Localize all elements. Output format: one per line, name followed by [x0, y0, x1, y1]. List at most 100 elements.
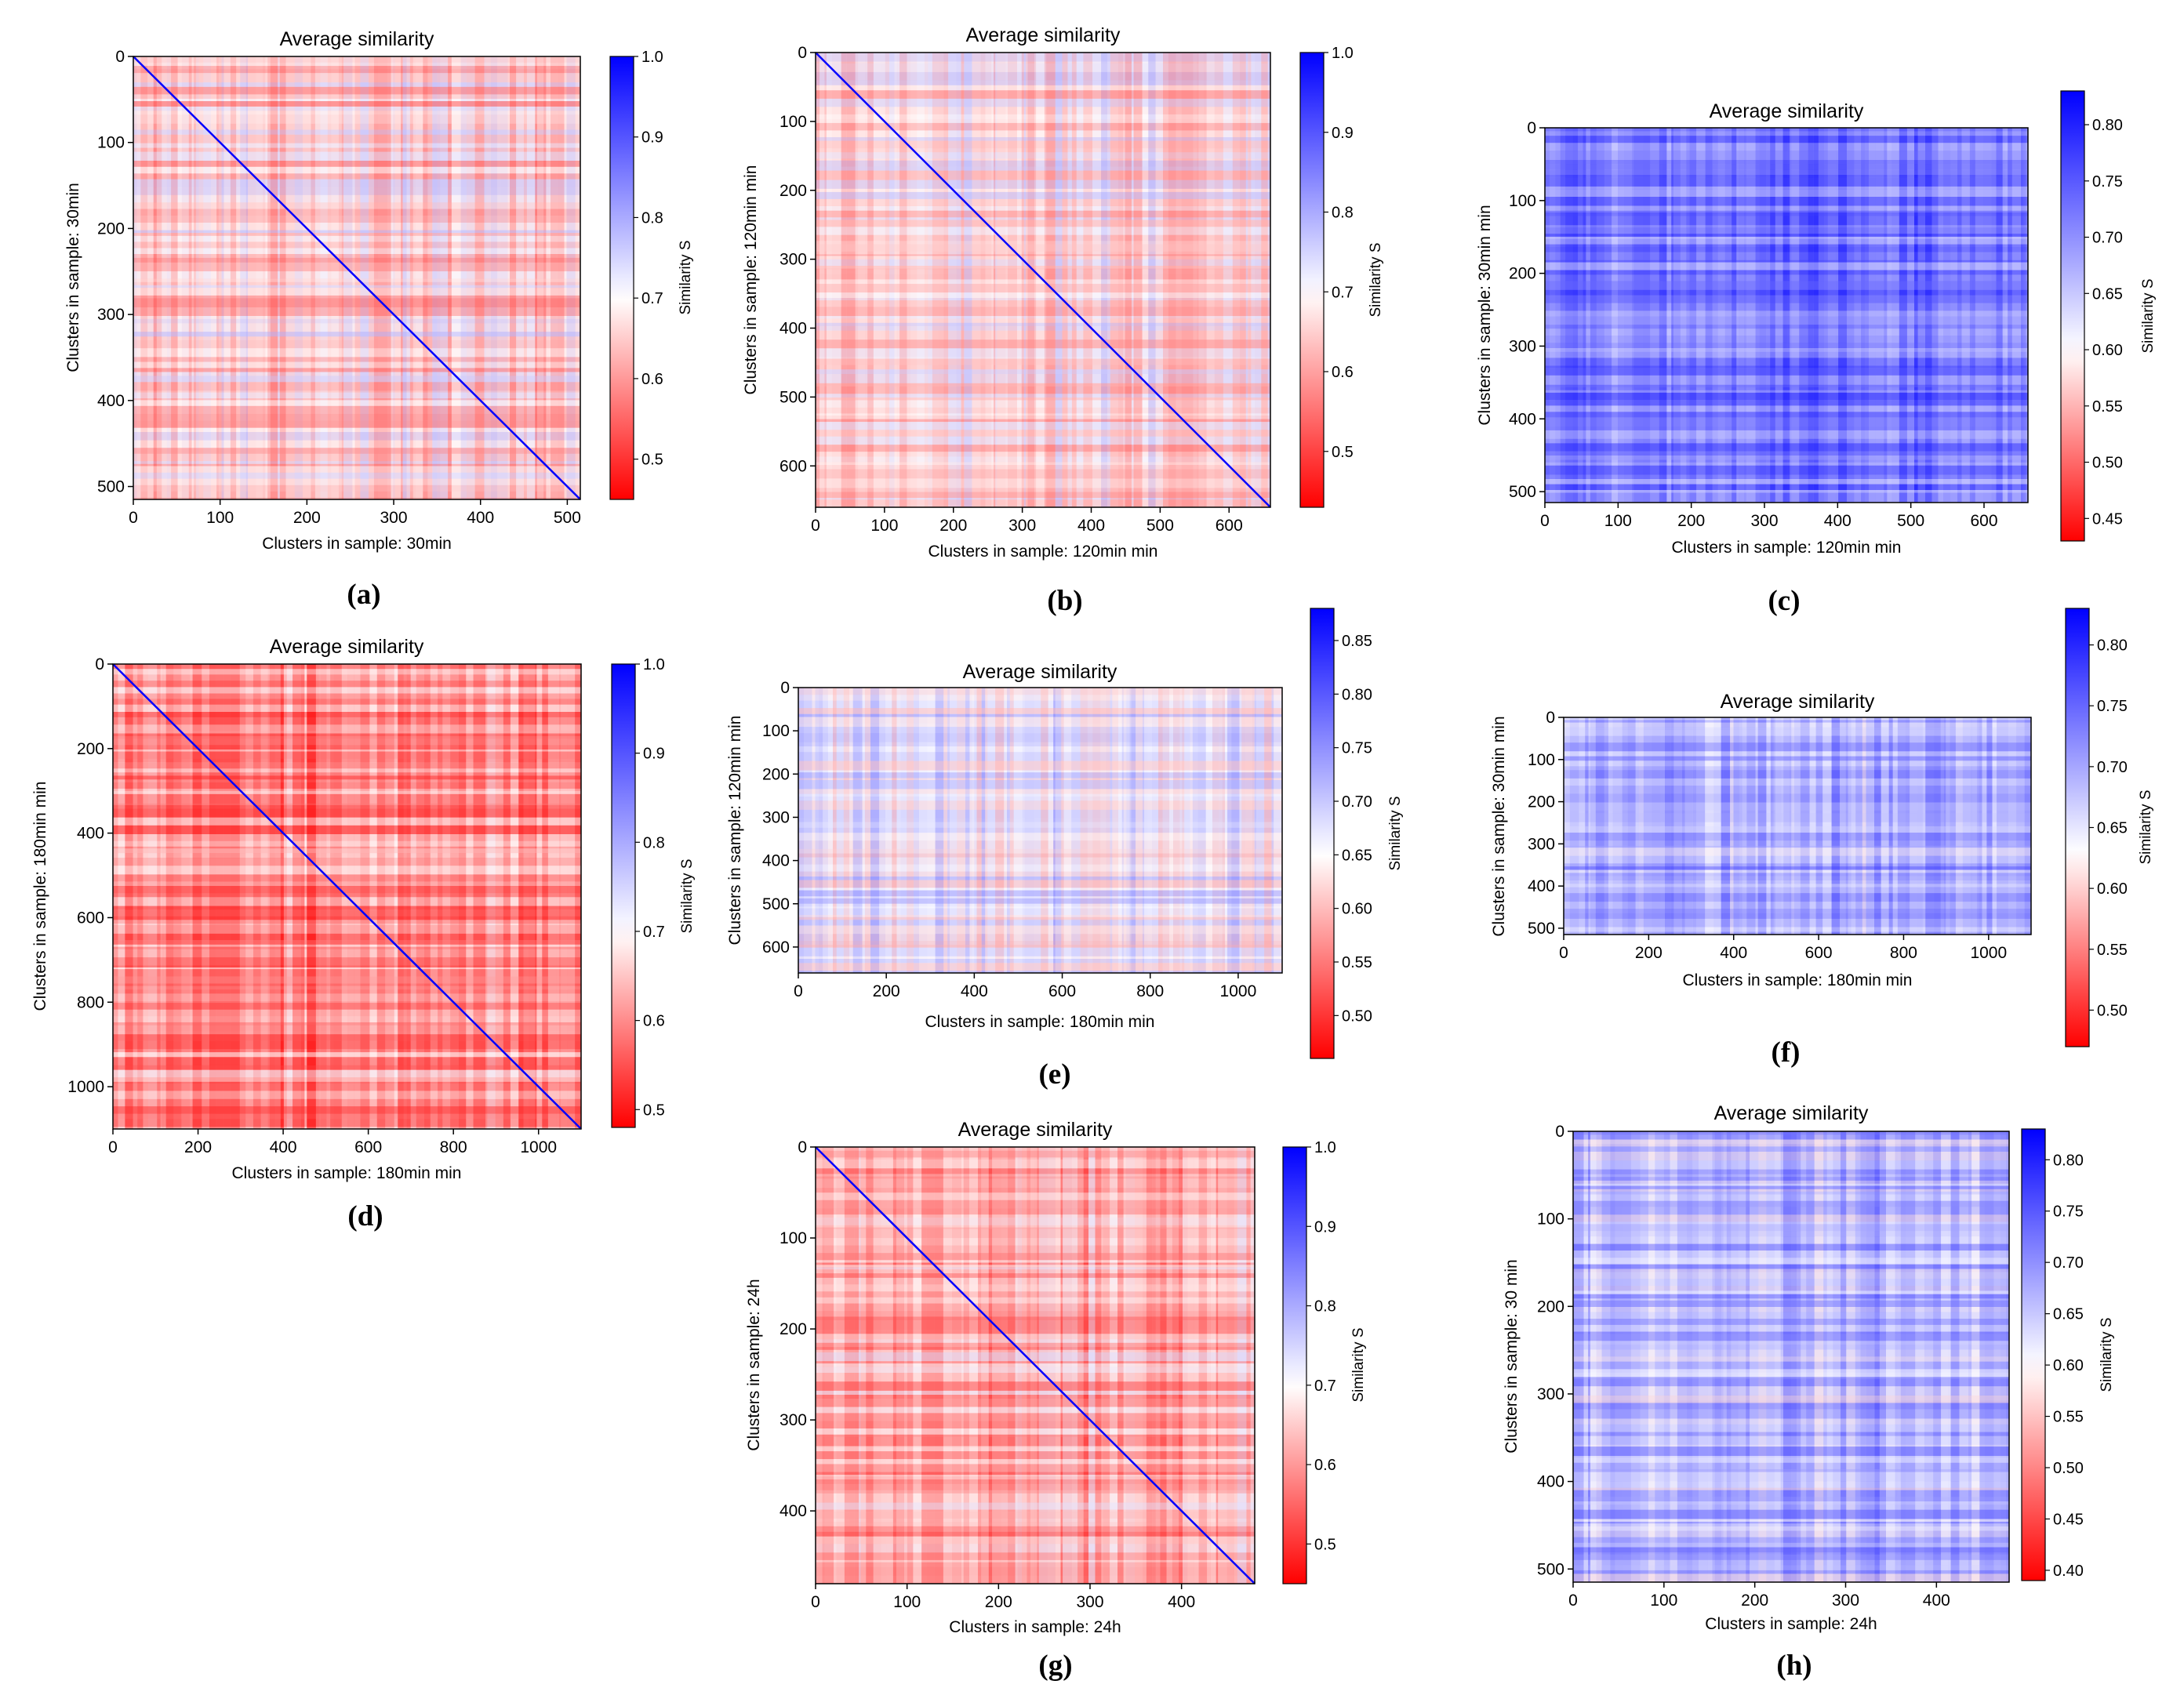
y-tick-label: 100 [1537, 1211, 1564, 1229]
heatmap-column-band [256, 56, 263, 499]
heatmap-column-band [1117, 53, 1124, 507]
heatmap-row-band [1573, 1519, 2009, 1522]
colorbar-tick-label: 0.70 [1342, 793, 1372, 811]
heatmap-row-band [1573, 1400, 2009, 1403]
x-tick-label: 500 [1897, 512, 1924, 530]
heatmap-row-band [798, 760, 1282, 771]
heatmap-column-band [548, 56, 551, 499]
heatmap-column-band [490, 56, 498, 499]
heatmap-column-band [1136, 688, 1143, 973]
heatmap-row-band [816, 430, 1270, 437]
heatmap-row-band [1573, 1559, 2009, 1566]
heatmap-column-band [1087, 688, 1093, 973]
heatmap-row-band [816, 422, 1270, 430]
heatmap-column-band [1917, 128, 1925, 503]
heatmap-cells [113, 664, 581, 1129]
y-tick-label: 0 [798, 44, 807, 62]
heatmap-row-band [1573, 1214, 2009, 1222]
heatmap-row-band [798, 800, 1282, 810]
heatmap-row-band [1545, 351, 2028, 358]
heatmap-row-band [816, 1297, 1255, 1304]
heatmap-row-band [113, 1040, 581, 1050]
heatmap-row-band [133, 257, 580, 263]
heatmap-column-band [188, 56, 192, 499]
heatmap-column-band [166, 56, 169, 499]
heatmap-column-band [485, 664, 488, 1129]
heatmap-row-band [133, 147, 580, 152]
heatmap-column-band [1862, 717, 1866, 935]
heatmap-column-band [424, 664, 431, 1129]
heatmap-row-band [133, 376, 580, 383]
heatmap-row-band [1573, 1286, 2009, 1291]
heatmap-row-band [1545, 295, 2028, 303]
colorbar-label: Similarity S [678, 240, 694, 314]
y-tick-label: 0 [1527, 119, 1536, 137]
heatmap-row-band [133, 348, 580, 358]
heatmap-column-band [294, 56, 303, 499]
heatmap-column-band [879, 688, 885, 973]
heatmap-row-band [816, 1200, 1255, 1209]
heatmap-row-band [816, 1267, 1255, 1270]
heatmap-row-band [816, 356, 1270, 359]
heatmap-row-band [133, 281, 580, 285]
heatmap-row-band [1573, 1472, 2009, 1482]
colorbar-tick-label: 0.5 [643, 1102, 665, 1119]
heatmap-row-band [133, 254, 580, 258]
heatmap-column-band [1142, 53, 1149, 507]
heatmap-row-band [816, 1265, 1255, 1268]
heatmap-column-band [1106, 688, 1110, 973]
heatmap-column-band [528, 664, 536, 1129]
heatmap-row-band [816, 1269, 1255, 1274]
heatmap-row-band [816, 148, 1270, 153]
heatmap-row-band [113, 944, 581, 947]
heatmap-row-band [133, 466, 580, 473]
heatmap-column-band [165, 664, 174, 1129]
heatmap-row-band [816, 1373, 1255, 1382]
heatmap-column-band [819, 53, 825, 507]
heatmap-row-band [816, 322, 1270, 326]
heatmap-row-band [1573, 1134, 2009, 1140]
heatmap-row-band [816, 1367, 1255, 1373]
panel-letter: (c) [1768, 585, 1800, 617]
heatmap-column-band [1223, 53, 1233, 507]
heatmap-column-band [1809, 717, 1816, 935]
heatmap-column-band [156, 56, 162, 499]
heatmap-column-band [827, 53, 832, 507]
heatmap-row-band [1564, 813, 2031, 822]
heatmap-row-band [133, 123, 580, 130]
heatmap-row-band [1573, 1481, 2009, 1488]
heatmap-row-band [113, 969, 581, 977]
heatmap-row-band [1564, 869, 2031, 873]
heatmap-column-band [1888, 717, 1893, 935]
heatmap-row-band [798, 917, 1282, 920]
heatmap-column-band [564, 56, 567, 499]
y-axis-label: Clusters in sample: 120min min [726, 716, 744, 946]
y-axis-label: Clusters in sample: 180min min [31, 782, 49, 1011]
heatmap-column-band [1107, 53, 1110, 507]
heatmap-column-band [535, 56, 537, 499]
heatmap-row-band [816, 1483, 1255, 1490]
heatmap-column-band [1643, 717, 1652, 935]
heatmap-column-band [1721, 717, 1724, 935]
heatmap-row-band [1545, 212, 2028, 216]
heatmap-row-band [816, 397, 1270, 401]
heatmap-row-band [1573, 1294, 2009, 1299]
heatmap-row-band [1545, 143, 2028, 151]
heatmap-column-band [1736, 128, 1739, 503]
heatmap-row-band [816, 1447, 1255, 1452]
heatmap-column-band [191, 56, 194, 499]
heatmap-row-band [1545, 164, 2028, 170]
colorbar [2060, 90, 2085, 542]
heatmap-column-band [556, 664, 559, 1129]
heatmap-row-band [1573, 1395, 2009, 1401]
heatmap-row-band [1573, 1224, 2009, 1232]
heatmap-column-band [1013, 688, 1023, 973]
heatmap-column-band [1604, 717, 1608, 935]
heatmap-row-band [816, 478, 1270, 488]
heatmap-column-band [173, 664, 182, 1129]
heatmap-column-band [995, 53, 998, 507]
heatmap-column-band [1009, 688, 1014, 973]
heatmap-row-band [798, 920, 1282, 926]
heatmap-row-band [1564, 918, 2031, 927]
x-tick-label: 0 [1568, 1592, 1578, 1610]
